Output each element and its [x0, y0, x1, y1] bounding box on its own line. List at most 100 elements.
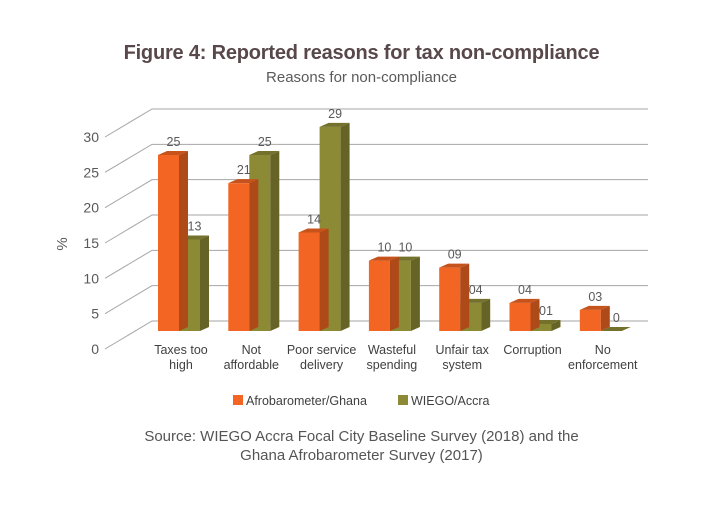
gridline [104, 143, 648, 173]
category-label: No enforcement [568, 343, 638, 372]
data-label: 25 [167, 135, 181, 149]
category-label-line: affordable [224, 358, 279, 372]
y-tick-label: 15 [83, 235, 99, 251]
y-tick-label: 20 [83, 200, 99, 216]
bar-front [579, 309, 601, 331]
source-line-2: Ghana Afrobarometer Survey (2017) [240, 447, 483, 464]
figure-title: Figure 4: Reported reasons for tax non-c… [123, 42, 600, 64]
bar [579, 305, 610, 331]
data-label: 10 [377, 241, 391, 255]
bar-front [158, 155, 179, 331]
bar-side [530, 298, 540, 331]
bar-top [600, 327, 631, 331]
bar [439, 263, 470, 331]
bar [509, 298, 540, 331]
category-label: Poor service delivery [287, 343, 357, 372]
category-label: Not affordable [224, 343, 279, 372]
data-label: 29 [328, 107, 342, 121]
bar-side [319, 228, 329, 331]
bar-side [551, 319, 561, 331]
gridline [104, 249, 648, 279]
bar [600, 327, 631, 331]
legend-swatch [233, 395, 243, 405]
bar-side [249, 179, 259, 331]
data-label: 13 [188, 219, 202, 233]
bar [158, 151, 188, 331]
bar-front [530, 323, 552, 331]
legend: Afrobarometer/Ghana WIEGO/Accra [233, 394, 490, 408]
category-label-line: system [442, 358, 482, 372]
gridline [104, 285, 648, 315]
y-tick-label: 5 [91, 306, 99, 322]
category-label-line: Wasteful [368, 343, 416, 357]
source-note: Source: WIEGO Accra Focal City Baseline … [0, 427, 723, 465]
bar-front [228, 183, 250, 331]
y-axis-ticks: 0 5 10 15 20 25 30 [83, 129, 99, 357]
category-label: Wasteful spending [367, 343, 418, 372]
data-label: 04 [469, 283, 483, 297]
category-label-line: Poor service [287, 343, 357, 357]
data-label: 03 [588, 290, 602, 304]
bar-side [410, 256, 420, 331]
bar-top [228, 179, 259, 184]
bar-top [249, 151, 280, 155]
gridline [104, 108, 648, 138]
category-label-line: No [595, 343, 611, 357]
bar-side [340, 122, 350, 331]
category-label-line: high [169, 358, 193, 372]
bar-side [600, 305, 610, 331]
bar-top [368, 256, 399, 261]
data-label: 21 [237, 163, 251, 177]
data-label: 14 [307, 212, 321, 226]
category-labels: Taxes too high Not affordable Poor service de… [154, 343, 638, 372]
data-labels: 25 13 21 25 14 29 10 10 09 04 04 01 03 0 [167, 107, 620, 325]
data-label: 10 [398, 241, 412, 255]
legend-item: WIEGO/Accra [398, 394, 490, 408]
y-tick-label: 0 [91, 341, 99, 357]
category-label-line: spending [367, 358, 418, 372]
data-label: 01 [539, 304, 553, 318]
gridline [104, 214, 648, 244]
legend-item: Afrobarometer/Ghana [233, 394, 367, 408]
data-label: 0 [613, 311, 620, 325]
bar-front [509, 302, 531, 331]
bar-chart: 0 5 10 15 20 25 30 % 25 13 21 25 14 29 10 10 09 04 04 01 0… [54, 107, 648, 408]
bar [298, 228, 329, 331]
bar [368, 256, 399, 331]
category-label: Unfair tax system [435, 343, 489, 372]
y-axis-label: % [54, 237, 71, 250]
bar-side [200, 235, 209, 331]
legend-label: WIEGO/Accra [411, 394, 490, 408]
category-label-line: Not [242, 343, 262, 357]
bar [228, 179, 259, 331]
source-line-1: Source: WIEGO Accra Focal City Baseline … [144, 428, 579, 445]
category-label-line: Taxes too [154, 343, 208, 357]
bar-side [460, 263, 470, 331]
category-label-line: enforcement [568, 358, 638, 372]
legend-swatch [398, 395, 408, 405]
bar-top [319, 122, 350, 127]
legend-label: Afrobarometer/Ghana [246, 394, 367, 408]
bar-side [179, 151, 188, 331]
category-label-line: Corruption [503, 343, 561, 357]
bar-front [298, 232, 320, 331]
bar-side [481, 298, 491, 331]
bar-front [439, 267, 461, 331]
gridline [104, 179, 648, 209]
chart-title: Reasons for non-compliance [266, 69, 457, 86]
bar-top [579, 305, 610, 310]
y-tick-label: 25 [83, 164, 99, 180]
category-label-line: Unfair tax [435, 343, 489, 357]
data-label: 09 [448, 248, 462, 262]
bar-side [389, 256, 399, 331]
bar-side [270, 151, 280, 331]
data-label: 25 [258, 135, 272, 149]
category-label-line: delivery [300, 358, 344, 372]
y-tick-label: 10 [83, 270, 99, 286]
bar-top [298, 228, 329, 233]
bars [158, 122, 631, 331]
bar-top [158, 151, 188, 155]
bar-top [439, 263, 470, 268]
data-label: 04 [518, 283, 532, 297]
bar-front [368, 260, 390, 331]
